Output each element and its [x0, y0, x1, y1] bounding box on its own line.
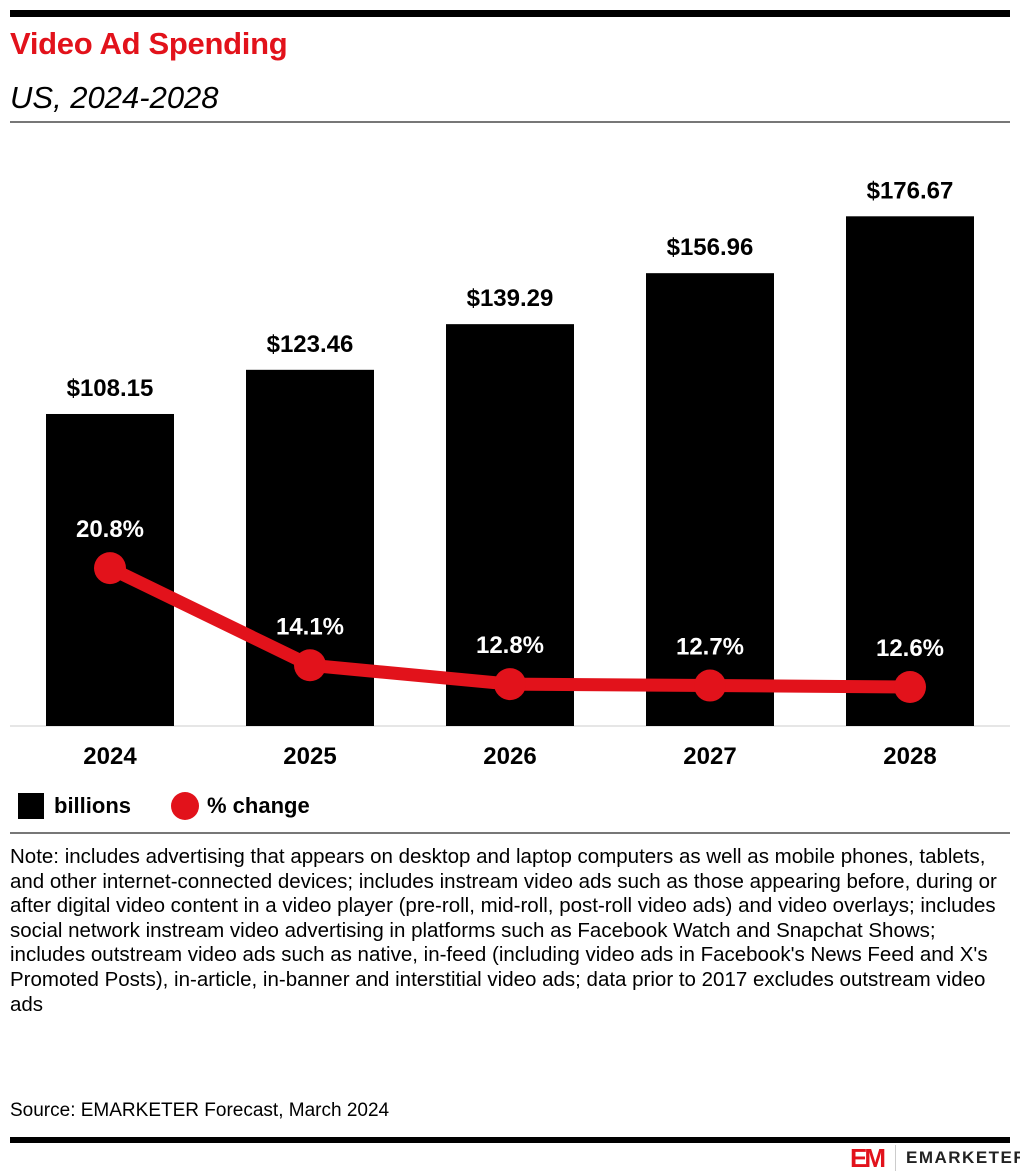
legend-bar-swatch [18, 793, 44, 819]
source: Source: EMARKETER Forecast, March 2024 [10, 1100, 390, 1121]
line-label-2027: 12.7% [676, 634, 744, 661]
bar-label-2025: $123.46 [267, 331, 354, 358]
x-tick-2026: 2026 [483, 743, 536, 770]
logo-separator [895, 1145, 896, 1171]
line-point-2027 [694, 669, 726, 702]
line-point-2026 [494, 668, 526, 701]
chart-title: Video Ad Spending [10, 26, 288, 61]
bar-label-2026: $139.29 [467, 285, 554, 312]
logo-text: EMARKETER [906, 1148, 1020, 1167]
line-label-2028: 12.6% [876, 635, 944, 662]
line-label-2024: 20.8% [76, 516, 144, 543]
x-tick-2024: 2024 [83, 743, 137, 770]
line-point-2024 [94, 552, 126, 585]
top-bar [10, 10, 1010, 17]
divider [10, 121, 1010, 123]
bar-label-2027: $156.96 [667, 234, 754, 261]
legend-bar-label: billions [54, 793, 131, 818]
chart-plot: $108.15 2024 $123.46 2025 $139.29 2026 $156.96… [10, 177, 1010, 770]
x-tick-2025: 2025 [283, 743, 336, 770]
logo-mark: EM [850, 1142, 886, 1173]
x-tick-2027: 2027 [683, 743, 736, 770]
bar-2026 [446, 324, 574, 726]
divider [10, 832, 1010, 834]
bar-2028 [846, 216, 974, 726]
line-label-2026: 12.8% [476, 632, 544, 659]
bottom-bar [10, 1137, 1010, 1143]
legend: billions % change [18, 792, 310, 820]
chart-subtitle: US, 2024-2028 [10, 80, 219, 115]
legend-line-label: % change [207, 793, 310, 818]
line-point-2028 [894, 671, 926, 703]
bar-label-2024: $108.15 [67, 375, 154, 402]
note: Note: includes advertising that appears … [10, 845, 997, 1016]
emarketer-logo: EM EMARKETER [850, 1142, 1020, 1173]
legend-line-swatch [171, 792, 199, 820]
bar-2027 [646, 273, 774, 726]
bar-label-2028: $176.67 [867, 177, 954, 204]
line-point-2025 [294, 649, 326, 682]
x-tick-2028: 2028 [883, 743, 936, 770]
line-label-2025: 14.1% [276, 613, 344, 640]
